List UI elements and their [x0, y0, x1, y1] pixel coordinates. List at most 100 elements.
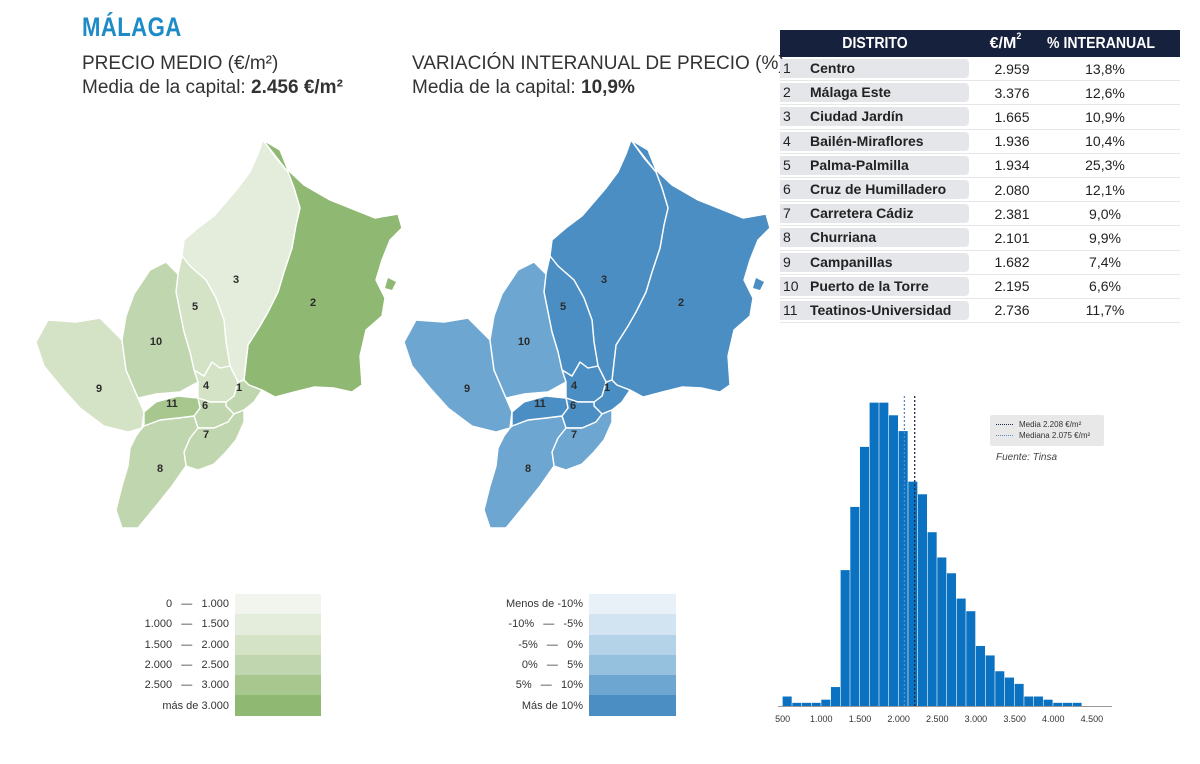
variation-legend-row: 5% — 10%	[480, 675, 676, 696]
district-label-7: 7	[571, 429, 577, 441]
variation-average-value: 10,9%	[581, 77, 635, 98]
x-tick-label: 2.000	[887, 714, 910, 724]
district-label-1: 1	[236, 382, 242, 394]
price-legend-swatch	[235, 594, 321, 615]
histogram-bar	[1062, 702, 1072, 706]
district-price: 2.080	[994, 181, 1030, 198]
district-area-10	[121, 261, 199, 399]
x-tick-label: 4.500	[1081, 714, 1104, 724]
histogram-bar	[1053, 702, 1063, 706]
variation-legend-label: -10% — -5%	[508, 618, 583, 631]
city-title: MÁLAGA	[82, 12, 182, 42]
price-average: Media de la capital: 2.456 €/m²	[82, 76, 343, 100]
district-price: 2.959	[994, 60, 1030, 77]
price-average-value: 2.456 €/m²	[251, 77, 343, 98]
histogram-bar	[1004, 677, 1014, 706]
histogram-bar	[995, 671, 1005, 706]
histogram-legend: Media 2.208 €/m² Mediana 2.075 €/m²	[990, 415, 1104, 446]
histogram-bar	[908, 481, 918, 706]
district-name: Málaga Este	[809, 83, 969, 103]
price-legend-swatch	[235, 675, 321, 696]
table-row: 4 Bailén-Miraflores 1.936 10,4%	[780, 130, 1180, 154]
table-row: 2 Málaga Este 3.376 12,6%	[780, 81, 1180, 106]
variation-legend-label: 5% — 10%	[515, 679, 583, 692]
district-label-6: 6	[202, 400, 208, 412]
district-pct: 12,6%	[1085, 84, 1125, 101]
district-pct: 9,9%	[1089, 229, 1121, 246]
table-row: 7 Carretera Cádiz 2.381 9,0%	[780, 202, 1180, 227]
district-area-11	[511, 395, 569, 427]
price-heading-block: PRECIO MEDIO (€/m²) Media de la capital:…	[82, 52, 343, 100]
variation-legend-swatch	[589, 675, 676, 696]
district-label-6: 6	[570, 400, 576, 412]
variation-legend-swatch	[589, 654, 676, 676]
district-number: 5	[780, 155, 809, 175]
variation-legend-row: -5% — 0%	[480, 634, 676, 655]
district-number: 3	[780, 107, 809, 127]
district-area-11	[143, 395, 201, 427]
variation-average-label: Media de la capital:	[412, 77, 581, 98]
district-table: DISTRITO €/M 2 % INTERANUAL 1 Centro 2.959 1…	[780, 30, 1180, 324]
variation-legend-row: Más de 10%	[480, 695, 676, 716]
variation-legend: Menos de -10% -10% — -5% -5% — 0% 0% — 5% 5%…	[480, 594, 676, 716]
district-label-2: 2	[678, 297, 684, 309]
x-tick-label: 1.500	[849, 714, 872, 724]
histogram-bar	[1014, 683, 1024, 706]
district-price: 1.682	[994, 254, 1030, 271]
district-name: Palma-Palmilla	[809, 155, 969, 175]
source-note: Fuente: Tinsa	[996, 452, 1058, 463]
price-legend-label: 1.000 — 1.500	[144, 618, 229, 631]
district-name: Carretera Cádiz	[809, 204, 969, 224]
district-label-9: 9	[96, 383, 102, 395]
price-legend-row: 1.000 — 1.500	[120, 614, 321, 635]
histogram-bar	[888, 415, 899, 706]
district-price: 1.665	[994, 108, 1030, 125]
variation-legend-row: 0% — 5%	[480, 654, 676, 676]
district-name: Cruz de Humilladero	[809, 180, 969, 200]
histogram-bar	[937, 557, 947, 706]
district-label-3: 3	[233, 274, 239, 286]
district-number: 1	[780, 59, 809, 79]
price-average-label: Media de la capital:	[82, 77, 251, 98]
price-legend-swatch	[235, 654, 321, 676]
price-legend-label: 1.500 — 2.000	[144, 638, 229, 651]
histogram-bar	[1033, 696, 1043, 706]
district-pct: 12,1%	[1085, 181, 1125, 198]
histogram-bar	[869, 402, 879, 706]
variation-heading-block: VARIACIÓN INTERANUAL DE PRECIO (%) Media…	[412, 52, 785, 100]
histogram-bar	[917, 494, 928, 706]
district-number: 6	[780, 180, 809, 200]
histogram-bar	[966, 611, 976, 706]
table-row: 1 Centro 2.959 13,8%	[780, 57, 1180, 82]
district-number: 8	[780, 228, 809, 248]
header-price-text: €/M	[989, 34, 1017, 52]
district-label-5: 5	[560, 301, 566, 313]
price-legend-row: más de 3.000	[120, 695, 321, 716]
histogram-bar	[792, 702, 802, 706]
district-label-4: 4	[571, 380, 578, 392]
price-heading: PRECIO MEDIO (€/m²)	[82, 53, 279, 74]
legend-median-text: Mediana 2.075 €/m²	[1019, 431, 1091, 440]
price-legend-row: 1.500 — 2.000	[120, 634, 321, 655]
header-price-sup: 2	[1016, 30, 1022, 41]
histogram-bar	[859, 446, 870, 706]
district-pct: 6,6%	[1089, 278, 1121, 295]
district-label-5: 5	[192, 301, 198, 313]
histogram-bar	[898, 431, 908, 706]
legend-mean-item: Media 2.208 €/m²	[996, 419, 1104, 430]
district-number: 2	[780, 83, 809, 103]
header-district: DISTRITO	[842, 34, 908, 52]
variation-legend-label: 0% — 5%	[521, 659, 583, 672]
district-area-10	[489, 261, 567, 399]
median-line-swatch	[996, 435, 1013, 436]
price-histogram: 500 1.000 1.500 2.000 2.500 3.000 3.500 4.000 4.…	[775, 396, 1112, 724]
district-name: Centro	[809, 59, 969, 79]
table-row: 5 Palma-Palmilla 1.934 25,3%	[780, 154, 1180, 178]
histogram-bar	[821, 699, 831, 706]
district-pct: 9,0%	[1089, 205, 1121, 222]
x-tick-label: 2.500	[926, 714, 949, 724]
histogram-bar	[985, 655, 995, 706]
histogram-bar	[830, 687, 841, 706]
district-number: 4	[780, 131, 809, 151]
histogram-bar	[801, 702, 812, 706]
